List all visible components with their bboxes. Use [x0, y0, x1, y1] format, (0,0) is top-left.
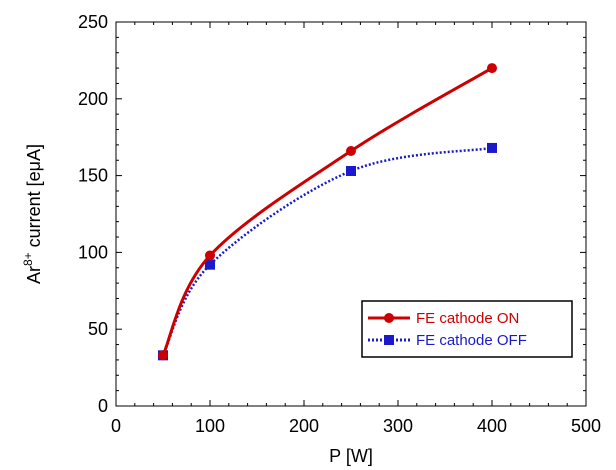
x-tick-label: 100	[195, 416, 225, 436]
data-point-fe-cathode-off	[346, 165, 356, 176]
y-tick-label: 0	[98, 396, 108, 416]
plot-frame	[115, 21, 587, 407]
x-tick-label: 400	[477, 416, 507, 436]
x-tick-labels: 0 100 200 300 400 500	[111, 416, 601, 436]
legend-box	[361, 300, 573, 358]
legend-marker-on	[384, 313, 394, 323]
series-line-fe-cathode-off	[161, 146, 493, 356]
legend: FE cathode ON FE cathode OFF	[361, 300, 573, 358]
legend-marker-off	[384, 335, 394, 345]
y-tick-label: 200	[78, 89, 108, 109]
data-point-fe-cathode-off	[487, 142, 497, 153]
y-axis-title-rest: current [eμA]	[24, 144, 44, 252]
data-point-fe-cathode-on	[487, 63, 497, 74]
y-axis-title: Ar8+ current [eμA]	[21, 144, 44, 284]
y-tick-label: 150	[78, 166, 108, 186]
x-tick-label: 300	[383, 416, 413, 436]
axis-ticks	[115, 21, 587, 407]
x-tick-label: 500	[571, 416, 601, 436]
y-tick-labels: 0 50 100 150 200 250	[78, 12, 108, 416]
x-axis-title: P [W]	[329, 446, 373, 466]
data-point-fe-cathode-on	[158, 350, 168, 361]
legend-label-on: FE cathode ON	[416, 310, 519, 327]
x-tick-label: 0	[111, 416, 121, 436]
legend-label-off: FE cathode OFF	[416, 332, 527, 349]
data-point-fe-cathode-off	[205, 259, 215, 270]
y-tick-label: 250	[78, 12, 108, 32]
y-tick-label: 100	[78, 242, 108, 262]
y-axis-title-superscript: 8+	[21, 252, 35, 266]
y-tick-label: 50	[88, 319, 108, 339]
data-point-fe-cathode-on	[205, 250, 215, 261]
data-point-fe-cathode-on	[346, 146, 356, 157]
series-layer	[158, 63, 497, 361]
x-tick-label: 200	[289, 416, 319, 436]
series-line-fe-cathode-on	[161, 66, 493, 356]
y-axis-title-base: Ar	[24, 266, 44, 284]
